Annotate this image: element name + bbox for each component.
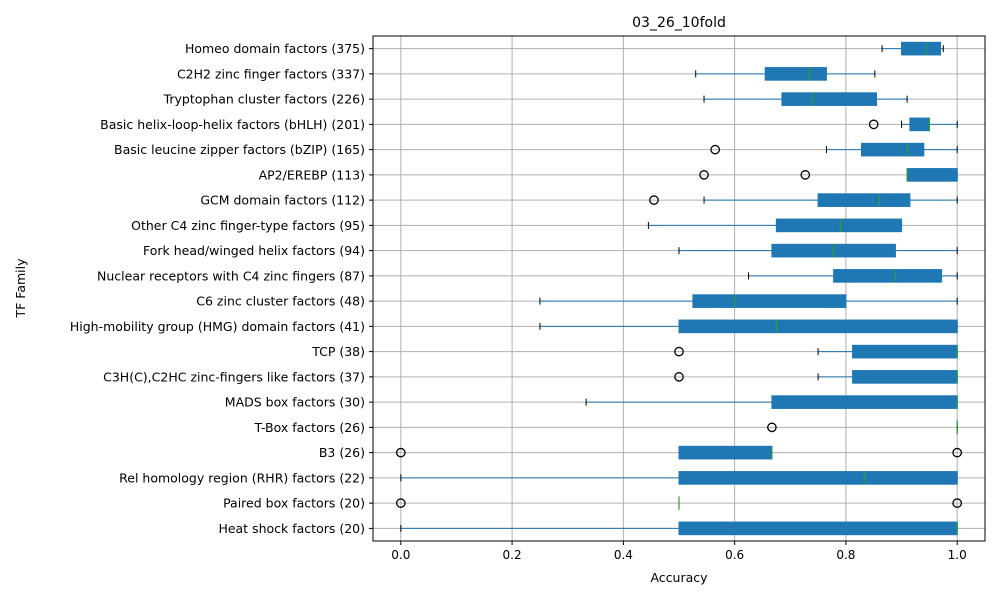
box-iqr <box>678 521 958 536</box>
category-label: Fork head/winged helix factors (94) <box>143 243 365 258</box>
flier-point <box>952 498 963 508</box>
x-tick-label: 0.2 <box>503 548 522 562</box>
box-group <box>703 92 908 106</box>
axis-layer: 0.0 0.2 0.4 0.6 0.8 1.0 Homeo domain factors (… <box>70 35 986 562</box>
x-tick-label: 0.8 <box>836 548 855 562</box>
plot-frame <box>372 35 986 542</box>
box-iqr <box>678 471 958 485</box>
x-tick-label: 0.6 <box>725 548 744 562</box>
category-label: Heat shock factors (20) <box>218 521 365 536</box>
box-group <box>678 243 958 258</box>
box-iqr <box>678 319 958 334</box>
category-label: Homeo domain factors (375) <box>185 41 365 56</box>
box-iqr <box>852 344 958 359</box>
category-label: C3H(C),C2HC zinc-fingers like factors (3… <box>103 369 365 384</box>
box-iqr <box>817 193 911 207</box>
category-label: AP2/EREBP (113) <box>259 167 365 182</box>
box-iqr <box>909 117 930 132</box>
box-group <box>674 344 958 359</box>
category-label: Tryptophan cluster factors (226) <box>163 92 365 107</box>
grid-layer <box>373 36 985 541</box>
x-tick-label: 0.4 <box>614 548 633 562</box>
flier-point <box>395 498 406 508</box>
flier-point <box>674 346 684 357</box>
box-group <box>674 370 958 384</box>
category-label: TCP (38) <box>311 344 365 359</box>
category-label: B3 (26) <box>319 445 365 460</box>
box-iqr <box>901 41 941 56</box>
box-iqr <box>833 269 943 283</box>
box-group <box>539 294 958 308</box>
chart-title: 03_26_10fold <box>632 15 726 31</box>
flier-point <box>674 372 684 382</box>
category-label: MADS box factors (30) <box>225 395 365 410</box>
box-iqr <box>852 370 958 384</box>
category-label: Basic leucine zipper factors (bZIP) (165… <box>114 142 365 157</box>
category-label: C6 zinc cluster factors (48) <box>196 294 365 309</box>
box-group <box>748 269 958 283</box>
box-group <box>699 168 958 182</box>
category-label: Nuclear receptors with C4 zinc fingers (… <box>97 268 365 283</box>
box-group <box>395 496 963 510</box>
y-axis-label: TF Family <box>13 258 28 319</box>
x-tick-label: 0.0 <box>391 548 410 562</box>
box-group <box>695 67 876 81</box>
category-label: C2H2 zinc finger factors (337) <box>177 66 365 81</box>
category-label: T-Box factors (26) <box>253 420 365 435</box>
box-group <box>400 521 958 536</box>
flier-point <box>800 170 811 180</box>
box-group <box>585 395 958 409</box>
box-iqr <box>692 294 847 308</box>
flier-point <box>868 119 879 130</box>
category-label: High-mobility group (HMG) domain factors… <box>70 319 365 334</box>
box-group <box>647 218 903 233</box>
box-iqr <box>906 168 958 182</box>
flier-point <box>395 447 406 458</box>
category-label: Other C4 zinc finger-type factors (95) <box>131 218 365 233</box>
category-label: Rel homology region (RHR) factors (22) <box>119 470 365 485</box>
box-group <box>395 445 963 460</box>
flier-point <box>699 170 709 180</box>
flier-point <box>952 447 963 458</box>
box-group <box>649 193 958 207</box>
x-tick-label: 1.0 <box>948 548 967 562</box>
flier-point <box>710 144 721 155</box>
box-iqr <box>775 218 903 233</box>
box-group <box>400 471 958 485</box>
box-group <box>881 41 944 56</box>
box-group <box>710 142 958 157</box>
box-group <box>539 319 958 334</box>
box-group <box>767 420 958 435</box>
box-iqr <box>860 142 925 157</box>
flier-point <box>649 195 659 205</box>
box-iqr <box>764 67 827 81</box>
category-label: GCM domain factors (112) <box>200 193 365 208</box>
box-group <box>868 117 958 132</box>
x-axis-label: Accuracy <box>650 570 708 585</box>
flier-point <box>767 422 777 433</box>
category-label: Basic helix-loop-helix factors (bHLH) (2… <box>100 117 365 132</box>
box-iqr <box>771 395 958 409</box>
category-label: Paired box factors (20) <box>223 496 365 511</box>
box-layer <box>395 41 963 536</box>
box-iqr <box>781 92 878 106</box>
box-iqr <box>678 445 773 460</box>
